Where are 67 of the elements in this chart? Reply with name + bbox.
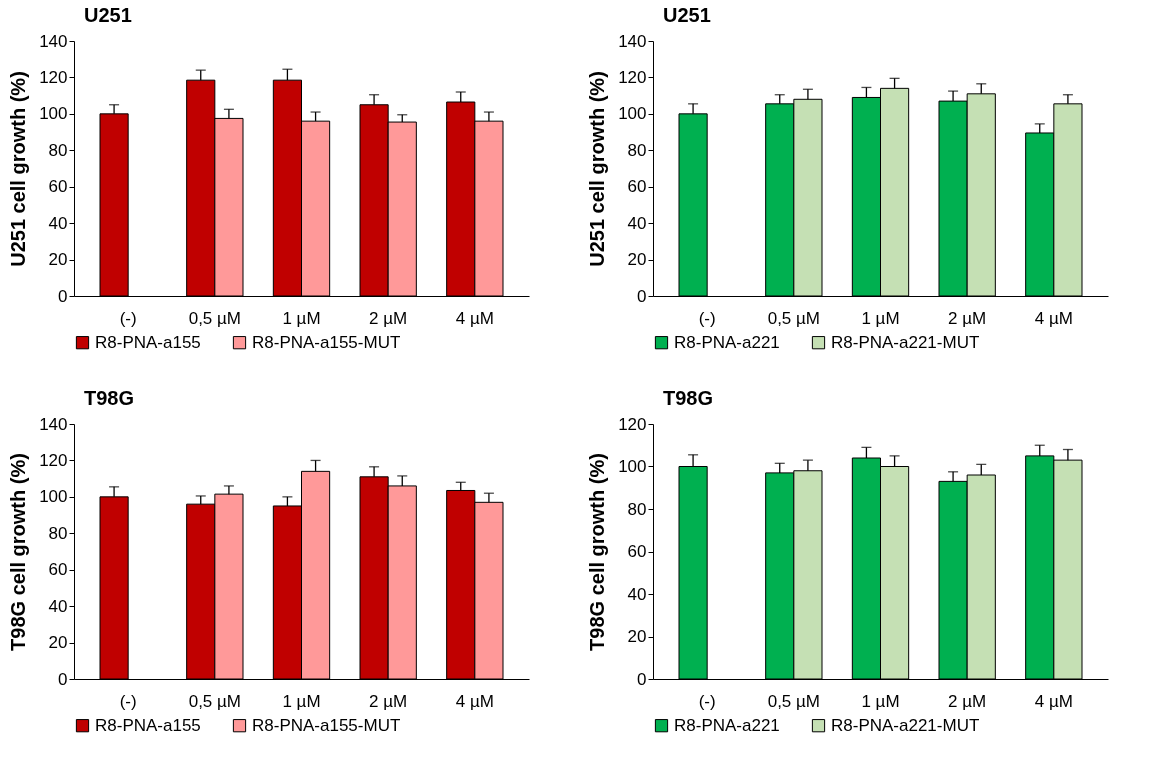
y-axis-title: U251 cell growth (%) bbox=[586, 71, 609, 267]
y-tick-label: 60 bbox=[48, 177, 68, 197]
x-tick-label: (-) bbox=[698, 308, 716, 328]
y-tick-label: 80 bbox=[48, 523, 68, 543]
y-tick-label: 120 bbox=[39, 450, 68, 470]
y-tick-label: 40 bbox=[627, 584, 647, 604]
x-tick-label: 4 µM bbox=[1034, 308, 1073, 328]
legend-label: R8-PNA-a221-MUT bbox=[831, 715, 980, 735]
x-tick-label: (-) bbox=[119, 308, 137, 328]
y-tick-label: 0 bbox=[637, 286, 647, 306]
y-tick-label: 100 bbox=[618, 104, 647, 124]
y-tick-label: 140 bbox=[39, 414, 68, 434]
y-tick-label: 20 bbox=[627, 627, 647, 646]
chart-title: U251 bbox=[84, 4, 132, 26]
chart-title: U251 bbox=[663, 4, 711, 26]
legend-label: R8-PNA-a221 bbox=[674, 715, 780, 735]
x-tick-label: (-) bbox=[119, 691, 137, 711]
y-tick-label: 0 bbox=[637, 669, 647, 689]
legend-label: R8-PNA-a155 bbox=[95, 715, 201, 735]
chart-title: T98G bbox=[84, 387, 135, 409]
y-tick-label: 0 bbox=[58, 286, 68, 306]
y-tick-label: 40 bbox=[627, 213, 647, 233]
y-axis-title: U251 cell growth (%) bbox=[7, 71, 30, 267]
x-tick-label: 2 µM bbox=[369, 308, 408, 328]
x-tick-label: 2 µM bbox=[948, 308, 987, 328]
x-tick-label: (-) bbox=[698, 691, 716, 711]
x-tick-label: 1 µM bbox=[282, 308, 321, 328]
y-axis-title: T98G cell growth (%) bbox=[7, 453, 30, 651]
chart-title: T98G bbox=[663, 387, 714, 409]
x-tick-label: 0,5 µM bbox=[767, 691, 820, 711]
y-tick-label: 20 bbox=[48, 250, 68, 270]
y-tick-label: 40 bbox=[48, 213, 68, 233]
legend-label: R8-PNA-a221 bbox=[674, 332, 780, 352]
x-tick-label: 0,5 µM bbox=[188, 691, 241, 711]
y-tick-label: 80 bbox=[48, 140, 68, 160]
legend-label: R8-PNA-a221-MUT bbox=[831, 332, 980, 352]
y-tick-label: 60 bbox=[627, 177, 647, 197]
x-tick-label: 0,5 µM bbox=[767, 308, 820, 328]
y-tick-label: 120 bbox=[39, 67, 68, 87]
y-tick-label: 80 bbox=[627, 499, 647, 519]
legend-label: R8-PNA-a155 bbox=[95, 332, 201, 352]
x-tick-label: 1 µM bbox=[861, 691, 900, 711]
x-tick-label: 2 µM bbox=[369, 691, 408, 711]
legend-label: R8-PNA-a155-MUT bbox=[252, 332, 401, 352]
x-tick-label: 1 µM bbox=[282, 691, 321, 711]
x-tick-label: 4 µM bbox=[455, 308, 494, 328]
x-tick-label: 2 µM bbox=[948, 691, 987, 711]
y-axis-title: T98G cell growth (%) bbox=[586, 453, 609, 651]
x-tick-label: 0,5 µM bbox=[188, 308, 241, 328]
y-tick-label: 80 bbox=[627, 140, 647, 160]
y-tick-label: 120 bbox=[618, 67, 647, 87]
y-tick-label: 0 bbox=[58, 669, 68, 689]
y-tick-label: 100 bbox=[39, 104, 68, 124]
y-tick-label: 120 bbox=[618, 414, 647, 434]
y-tick-label: 60 bbox=[627, 542, 647, 561]
y-tick-label: 20 bbox=[48, 633, 68, 653]
y-tick-label: 100 bbox=[39, 487, 68, 507]
y-tick-label: 40 bbox=[48, 596, 68, 616]
x-tick-label: 4 µM bbox=[455, 691, 494, 711]
y-tick-label: 60 bbox=[48, 560, 68, 580]
legend-label: R8-PNA-a155-MUT bbox=[252, 715, 401, 735]
y-tick-label: 140 bbox=[39, 31, 68, 51]
x-tick-label: 4 µM bbox=[1034, 691, 1073, 711]
x-tick-label: 1 µM bbox=[861, 308, 900, 328]
y-tick-label: 20 bbox=[627, 250, 647, 270]
y-tick-label: 140 bbox=[618, 31, 647, 51]
y-tick-label: 100 bbox=[618, 457, 647, 476]
